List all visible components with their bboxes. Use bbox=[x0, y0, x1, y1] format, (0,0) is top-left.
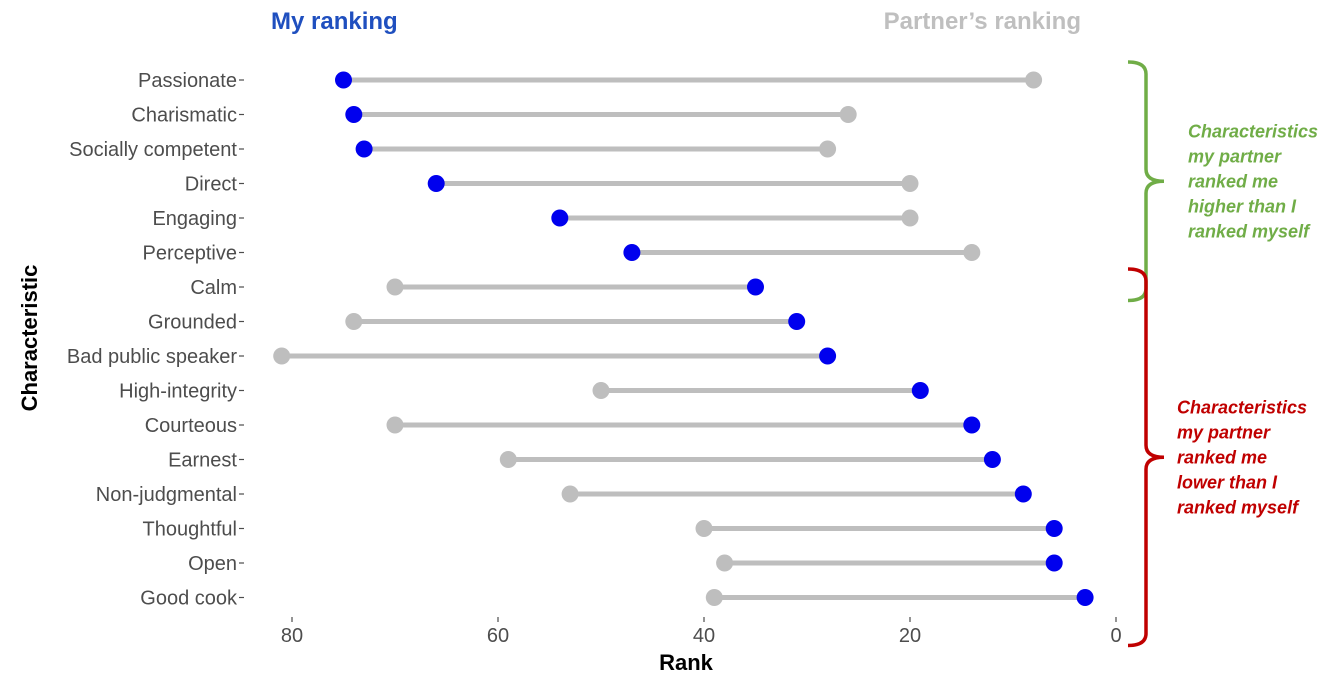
my-point-earnest bbox=[983, 451, 1001, 468]
rank-axis: 80 60 40 20 0 bbox=[281, 617, 1122, 647]
annotation-1-line-3: ranked me bbox=[1188, 171, 1278, 191]
category-label-non-judgmental: Non-judgmental bbox=[96, 484, 237, 506]
partner-point-socially-competent bbox=[819, 140, 837, 158]
my-point-bad-public-speaker bbox=[819, 347, 837, 365]
partner-point-charismatic bbox=[839, 106, 857, 123]
row-charismatic bbox=[345, 106, 857, 123]
partner-point-direct bbox=[901, 175, 919, 192]
my-point-non-judgmental bbox=[1014, 485, 1032, 503]
category-label-perceptive: Perceptive bbox=[143, 243, 238, 265]
partner-point-open bbox=[716, 554, 734, 572]
row-perceptive bbox=[623, 244, 981, 261]
category-label-thoughtful: Thoughtful bbox=[142, 519, 237, 541]
my-point-perceptive bbox=[623, 244, 641, 261]
partner-point-passionate bbox=[1025, 71, 1043, 89]
partner-point-bad-public-speaker bbox=[273, 347, 291, 365]
row-socially-competent bbox=[355, 140, 837, 158]
my-point-grounded bbox=[788, 313, 806, 330]
annotation-1-line-1: Characteristics bbox=[1188, 121, 1318, 141]
category-axis: Passionate Charismatic Socially competent D… bbox=[67, 70, 244, 610]
category-label-direct: Direct bbox=[185, 174, 238, 196]
category-label-calm: Calm bbox=[190, 277, 237, 299]
row-engaging bbox=[551, 209, 919, 227]
row-non-judgmental bbox=[561, 485, 1032, 503]
my-point-engaging bbox=[551, 209, 569, 227]
partner-point-courteous bbox=[386, 416, 404, 434]
annotation-2: Characteristics my partner ranked me lower … bbox=[1177, 397, 1307, 517]
row-passionate bbox=[335, 71, 1043, 89]
my-ranking-header: My ranking bbox=[271, 8, 398, 35]
x-tick-label-20: 20 bbox=[899, 625, 921, 647]
y-axis-title: Characteristic bbox=[17, 265, 42, 412]
annotation-2-line-3: ranked me bbox=[1177, 447, 1267, 467]
my-point-courteous bbox=[963, 416, 981, 434]
annotation-1: Characteristics my partner ranked me higher… bbox=[1188, 121, 1318, 241]
partner-point-grounded bbox=[345, 313, 363, 330]
category-label-open: Open bbox=[188, 553, 237, 575]
category-label-high-integrity: High-integrity bbox=[119, 381, 237, 403]
my-point-charismatic bbox=[345, 106, 363, 123]
my-point-direct bbox=[427, 175, 445, 192]
my-point-socially-competent bbox=[355, 140, 373, 158]
row-good-cook bbox=[705, 589, 1094, 606]
annotation-2-line-1: Characteristics bbox=[1177, 397, 1307, 417]
category-label-good-cook: Good cook bbox=[140, 588, 238, 610]
row-bad-public-speaker bbox=[273, 347, 837, 365]
my-point-good-cook bbox=[1076, 589, 1094, 606]
row-calm bbox=[386, 278, 764, 296]
annotation-2-line-2: my partner bbox=[1177, 422, 1271, 442]
row-high-integrity bbox=[592, 382, 929, 399]
category-label-charismatic: Charismatic bbox=[131, 105, 237, 127]
row-thoughtful bbox=[695, 520, 1063, 537]
annotation-2-line-5: ranked myself bbox=[1177, 497, 1300, 517]
partner-point-engaging bbox=[901, 209, 919, 227]
row-courteous bbox=[386, 416, 981, 434]
annotation-2-line-4: lower than I bbox=[1177, 472, 1278, 492]
category-label-engaging: Engaging bbox=[152, 208, 237, 230]
x-tick-label-80: 80 bbox=[281, 625, 303, 647]
partner-point-thoughtful bbox=[695, 520, 713, 537]
x-tick-label-40: 40 bbox=[693, 625, 715, 647]
annotation-1-line-5: ranked myself bbox=[1188, 221, 1311, 241]
my-point-calm bbox=[747, 278, 764, 296]
row-earnest bbox=[499, 451, 1001, 468]
partner-point-perceptive bbox=[963, 244, 981, 261]
category-label-earnest: Earnest bbox=[168, 450, 237, 472]
category-label-passionate: Passionate bbox=[138, 70, 237, 92]
annotation-group: Characteristics my partner ranked me higher… bbox=[1127, 60, 1318, 648]
category-label-courteous: Courteous bbox=[145, 415, 237, 437]
partner-point-non-judgmental bbox=[561, 485, 579, 503]
partner-point-calm bbox=[386, 278, 404, 296]
x-tick-label-60: 60 bbox=[487, 625, 509, 647]
partner-point-earnest bbox=[499, 451, 517, 468]
my-point-thoughtful bbox=[1045, 520, 1063, 537]
plot-area bbox=[273, 71, 1094, 606]
partners-ranking-header: Partner’s ranking bbox=[884, 8, 1081, 35]
category-label-bad-public-speaker: Bad public speaker bbox=[67, 346, 237, 368]
x-axis-title: Rank bbox=[659, 650, 714, 675]
category-label-grounded: Grounded bbox=[148, 312, 237, 334]
annotation-1-line-2: my partner bbox=[1188, 146, 1282, 166]
brace-1 bbox=[1127, 60, 1165, 303]
brace-2 bbox=[1127, 267, 1165, 648]
annotation-1-line-4: higher than I bbox=[1188, 196, 1297, 216]
partner-point-good-cook bbox=[705, 589, 723, 606]
row-open bbox=[716, 554, 1063, 572]
partner-point-high-integrity bbox=[592, 382, 610, 399]
my-point-high-integrity bbox=[911, 382, 929, 399]
my-point-open bbox=[1045, 554, 1063, 572]
x-tick-label-0: 0 bbox=[1110, 625, 1121, 647]
my-point-passionate bbox=[335, 71, 352, 89]
row-grounded bbox=[345, 313, 806, 330]
category-label-socially-competent: Socially competent bbox=[69, 139, 237, 161]
row-direct bbox=[427, 175, 919, 192]
